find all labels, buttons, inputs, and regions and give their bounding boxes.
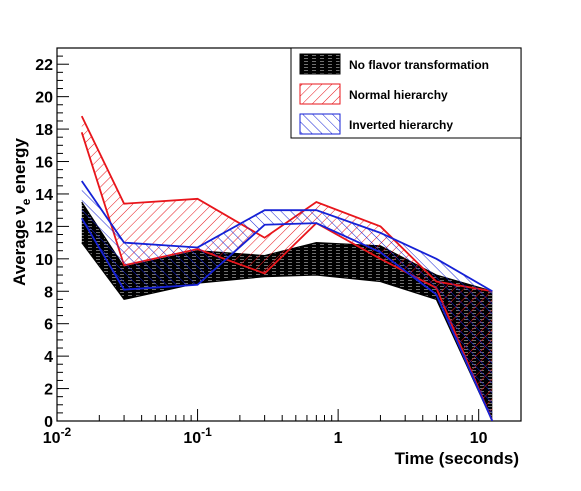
band-inverted-upper-line <box>81 180 493 293</box>
legend-label-normal: Normal hierarchy <box>349 88 448 102</box>
y-axis-title-suffix: energy <box>10 138 29 199</box>
axes-layer: 0 2 4 6 8 10 12 14 16 18 20 22 10-2 10-1 1 10 <box>35 47 522 447</box>
legend-swatch-inverted <box>299 113 341 135</box>
y-tick-label: 4 <box>44 349 53 366</box>
band-inverted-lower-line <box>80 217 494 421</box>
legend: No flavor transformation Normal hierarch… <box>290 47 522 139</box>
band-inverted <box>81 181 493 421</box>
x-tick-label: 1 <box>334 430 343 447</box>
y-tick-label: 18 <box>35 122 53 139</box>
y-tick-label: 22 <box>35 57 53 74</box>
legend-swatch-no-flavor <box>299 53 341 75</box>
y-axis-title: Average νe energy <box>10 138 33 286</box>
y-tick-label: 0 <box>44 414 53 431</box>
y-tick-label: 8 <box>44 284 53 301</box>
y-tick-label: 14 <box>35 187 53 204</box>
y-axis-title-prefix: Average <box>10 215 29 286</box>
legend-label-inverted: Inverted hierarchy <box>349 118 453 132</box>
y-tick-label: 16 <box>35 155 53 172</box>
y-tick-label: 20 <box>35 90 53 107</box>
band-no_flavor-lower-line <box>81 242 493 421</box>
x-tick-label: 10-2 <box>43 425 72 447</box>
y-tick-label: 10 <box>35 252 53 269</box>
y-tick-label: 6 <box>44 317 53 334</box>
y-axis-title-nu: ν <box>10 205 29 214</box>
y-tick-label: 2 <box>44 382 53 399</box>
y-axis-title-sub: e <box>19 198 33 205</box>
x-tick-label: 10 <box>470 430 488 447</box>
legend-label-no-flavor: No flavor transformation <box>349 58 489 72</box>
bands-layer <box>80 115 494 421</box>
y-tick-label: 12 <box>35 219 53 236</box>
legend-swatch-normal <box>299 83 341 105</box>
x-axis-title: Time (seconds) <box>395 449 519 468</box>
x-tick-label: 10-1 <box>183 425 212 447</box>
